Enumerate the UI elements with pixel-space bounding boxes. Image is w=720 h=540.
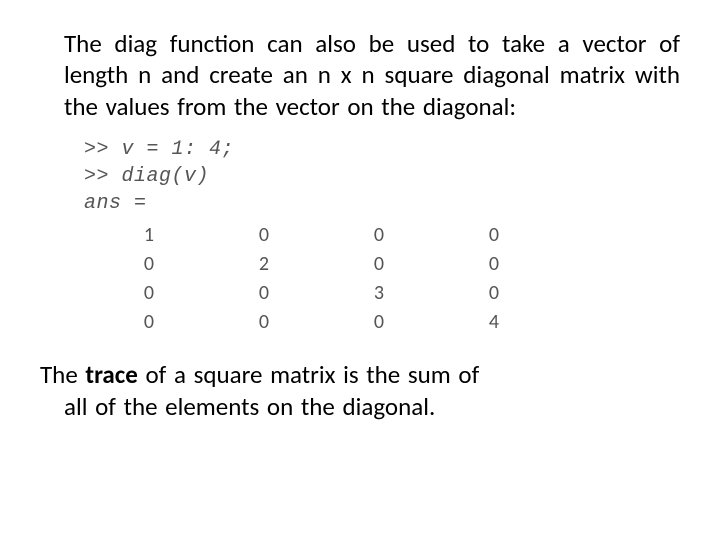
code-block: >> v = 1: 4; >> diag(v) ans = 1 0 0 0 0 … [84,136,680,337]
table-row: 0 0 3 0 [84,279,499,308]
matrix-cell: 0 [154,308,269,337]
code-line-assign: >> v = 1: 4; [84,136,680,163]
matrix-cell: 1 [84,221,154,250]
matrix-cell: 0 [384,221,499,250]
trace-text-line2: all of the elements on the diagonal. [40,391,680,424]
trace-keyword: trace [85,359,137,390]
table-row: 1 0 0 0 [84,221,499,250]
trace-text-prefix: The [40,359,85,390]
matrix-cell: 0 [269,221,384,250]
paragraph-trace-def: The trace of a square matrix is the sum … [40,359,680,424]
matrix-cell: 0 [384,279,499,308]
matrix-cell: 0 [84,308,154,337]
diag-matrix-output: 1 0 0 0 0 2 0 0 0 0 3 0 0 0 0 4 [84,221,499,337]
paragraph-diag-intro: The diag function can also be used to ta… [64,28,680,122]
table-row: 0 0 0 4 [84,308,499,337]
matrix-cell: 0 [154,279,269,308]
matrix-cell: 3 [269,279,384,308]
matrix-cell: 0 [269,250,384,279]
matrix-cell: 0 [84,279,154,308]
matrix-cell: 0 [84,250,154,279]
matrix-cell: 2 [154,250,269,279]
matrix-cell: 0 [154,221,269,250]
code-line-diag-call: >> diag(v) [84,163,680,190]
matrix-cell: 0 [384,250,499,279]
table-row: 0 2 0 0 [84,250,499,279]
slide: The diag function can also be used to ta… [0,0,720,540]
code-line-ans: ans = [84,190,680,217]
matrix-cell: 4 [384,308,499,337]
matrix-cell: 0 [269,308,384,337]
trace-text-rest1: of a square matrix is the sum of [138,359,479,390]
